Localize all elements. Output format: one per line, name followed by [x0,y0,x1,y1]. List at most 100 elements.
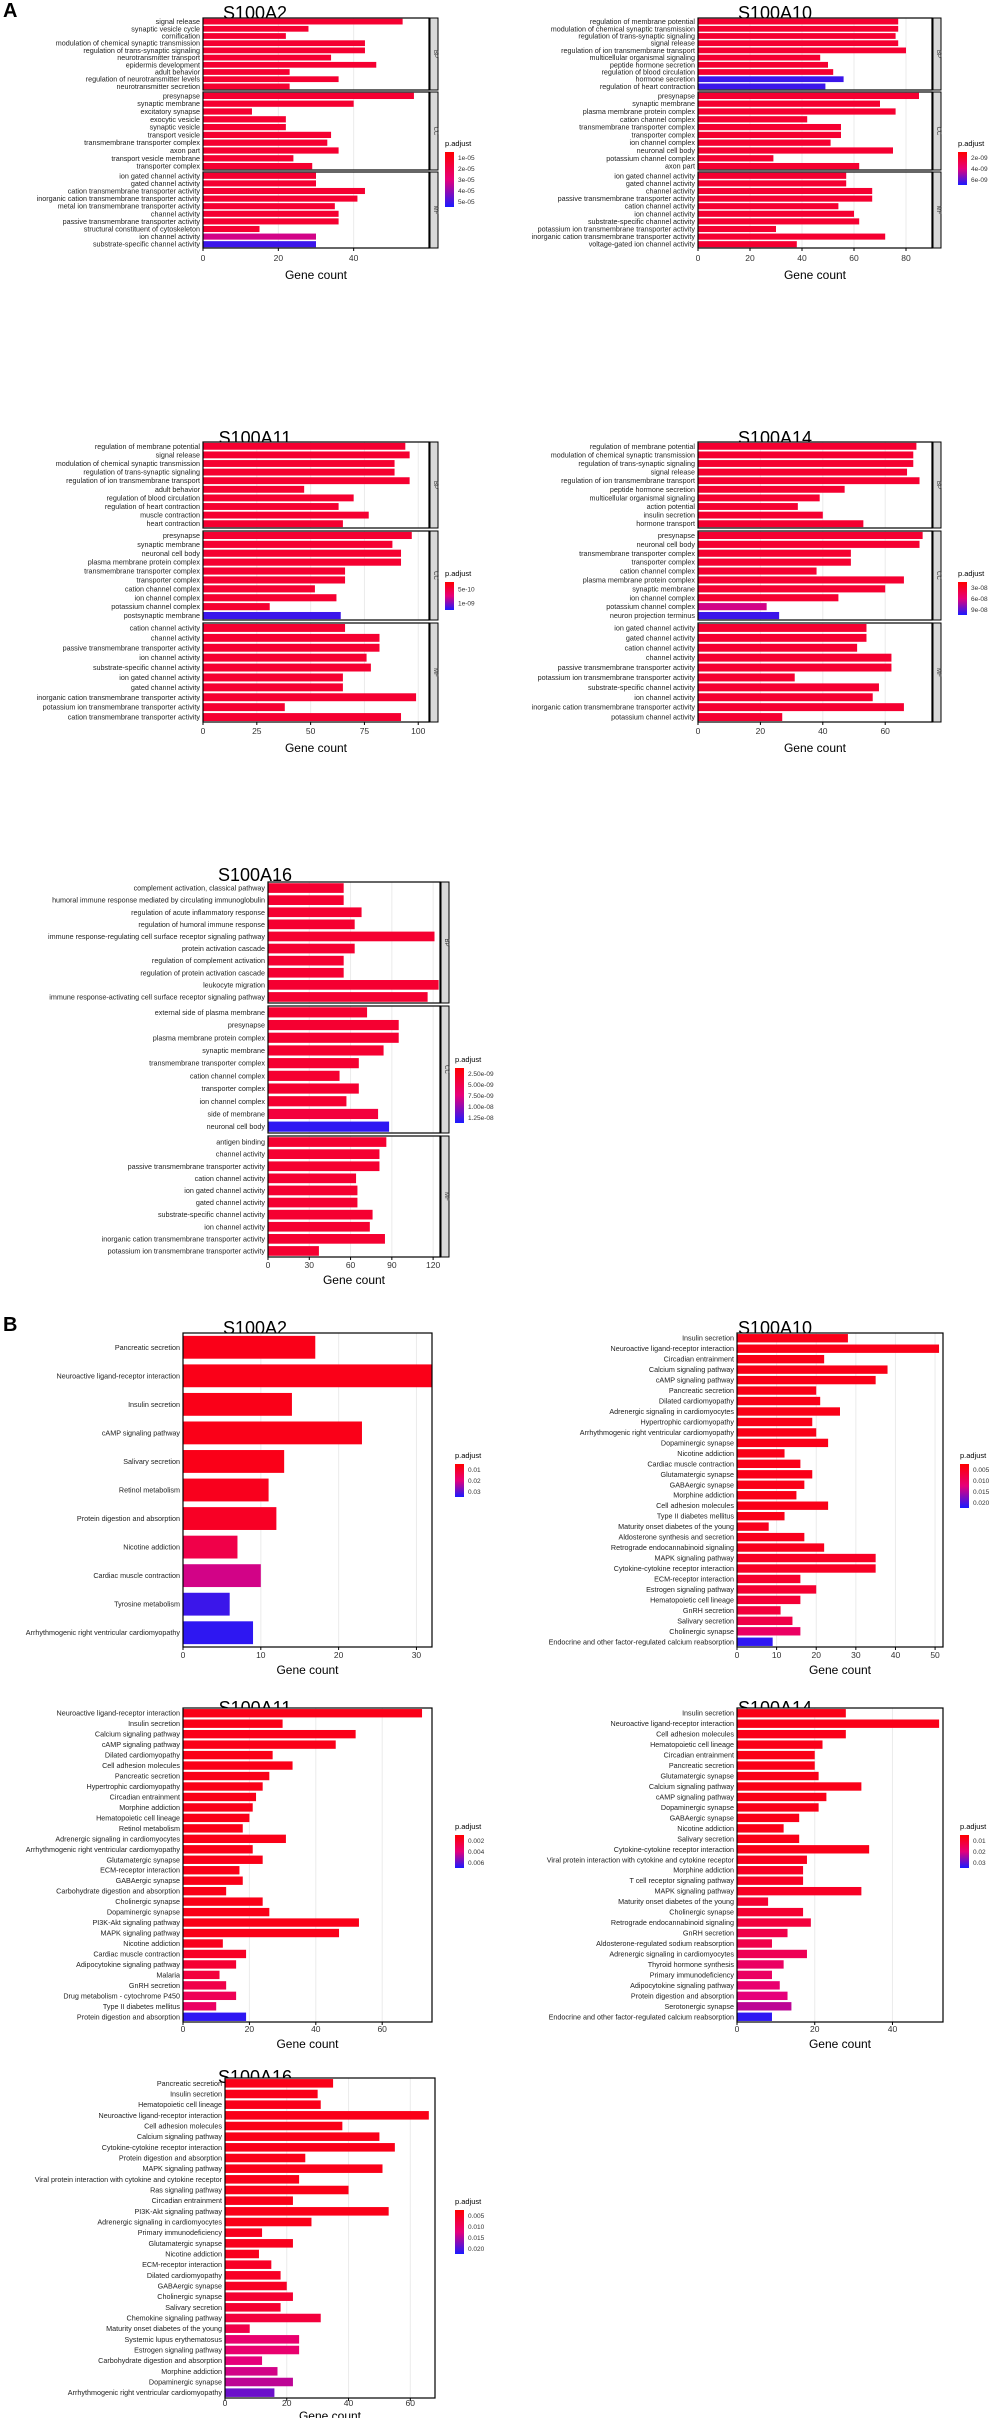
category-label: Hematopoietic cell lineage [138,2100,222,2109]
bar [737,1991,788,2001]
category-label: Cell adhesion molecules [656,1730,734,1739]
category-label: transporter complex [136,575,200,584]
facet-strip-label: MF [935,206,941,215]
facet-strip-label: BP [935,481,941,489]
category-label: regulation of trans-synaptic signaling [83,468,200,477]
facet-strip-label: BP [935,50,941,58]
bar [698,187,873,195]
category-label: cation channel activity [625,643,696,652]
bar [203,468,395,476]
category-label: Dopaminergic synapse [661,1803,734,1812]
bar [698,623,867,632]
category-label: ion channel complex [199,1097,265,1106]
category-label: cation channel activity [625,202,696,211]
category-label: potassium ion transmembrane transporter … [538,225,696,234]
bar [737,1491,797,1500]
category-label: Calcium signaling pathway [649,1365,735,1374]
x-tick-label: 30 [851,1650,861,1660]
bar [698,47,906,54]
facet-strip-label: CC [935,127,941,136]
category-label: Arrhythmogenic right ventricular cardiom… [26,1628,181,1637]
category-label: neuronal cell body [142,549,201,558]
x-tick-label: 40 [349,253,359,263]
facet-strip [440,1135,450,1258]
category-label: signal release [651,468,695,477]
category-label: Cholinergic synapse [115,1897,180,1906]
x-tick-label: 50 [306,726,316,736]
category-label: inorganic cation transmembrane transport… [532,232,696,241]
category-label: Circadian entrainment [664,1355,734,1364]
bar [183,1478,269,1502]
category-label: transport vesicle [148,130,200,139]
bar [225,2271,281,2280]
panel-border [202,171,430,249]
category-label: MAPK signaling pathway [100,1929,180,1938]
category-label: ion channel complex [134,593,200,602]
legend-label: 1e-05 [458,155,475,162]
category-label: regulation of trans-synaptic signaling [578,32,695,41]
legend-colorbar [445,582,454,610]
bar [225,2100,321,2109]
bar [737,1459,801,1469]
legend-label: 4e-05 [458,188,475,195]
category-label: antigen binding [216,1138,265,1147]
category-label: passive transmembrane transporter activi… [63,217,201,226]
bar [737,1564,876,1573]
category-label: Viral protein interaction with cytokine … [547,1855,735,1864]
bar [183,2012,247,2021]
bar [268,1185,358,1196]
bar [203,155,294,162]
legend-label: 0.02 [468,1478,481,1485]
legend-label: 5e-10 [458,587,475,594]
category-label: inorganic cation transmembrane transport… [102,1234,266,1243]
category-label: Estrogen signaling pathway [134,2346,222,2355]
bar [268,943,355,954]
category-label: modulation of chemical synaptic transmis… [551,450,695,459]
category-label: Systemic lupus erythematosus [125,2335,223,2344]
bar [183,1949,247,1959]
category-label: transport vesicle membrane [111,154,200,163]
bar [737,1866,804,1875]
x-tick-label: 60 [377,2024,387,2034]
bar [698,195,873,202]
category-label: Type II diabetes mellitus [657,1512,735,1521]
x-tick-label: 40 [888,2024,898,2034]
category-label: Insulin secretion [682,1709,734,1718]
category-label: plasma membrane protein complex [583,107,696,116]
panel-border [202,17,430,91]
bar [183,1918,359,1927]
category-label: passive transmembrane transporter activi… [128,1162,266,1171]
bar [737,1709,846,1718]
bar [737,1729,846,1739]
bar [698,477,920,485]
x-tick-label: 0 [201,253,206,263]
facet-strip [932,17,942,91]
bar [225,2207,389,2216]
bar [203,683,343,692]
legend-label: 2.50e-09 [468,1071,494,1078]
bar [698,485,845,493]
bar [268,1058,359,1069]
bar [268,1070,340,1081]
bar [203,673,343,682]
category-label: Salivary secretion [123,1457,180,1466]
category-label: peptide hormone secretion [610,485,695,494]
bar [203,477,410,485]
category-label: Ras signaling pathway [150,2186,222,2195]
bar [737,1480,805,1489]
bar [737,1637,773,1646]
category-label: MAPK signaling pathway [654,1887,734,1896]
category-label: Arrhythmogenic right ventricular cardiom… [68,2388,223,2397]
bar [737,1792,827,1802]
category-label: Carbohydrate digestion and absorption [98,2356,222,2365]
x-tick-label: 60 [346,1260,356,1270]
category-label: presynapse [228,1021,265,1030]
category-label: potassium ion transmembrane transporter … [43,703,201,712]
bar [698,576,904,584]
